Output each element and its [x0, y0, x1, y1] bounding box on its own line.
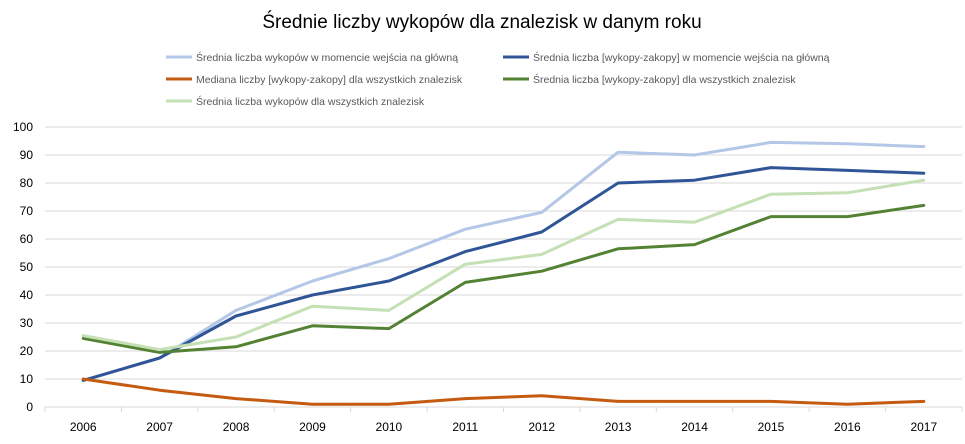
x-tick-label: 2017: [910, 420, 937, 434]
legend-item: Średnia liczba wykopów dla wszystkich zn…: [166, 95, 425, 108]
x-tick-label: 2012: [528, 420, 555, 434]
legend-label: Średnia liczba [wykopy-zakopy] dla wszys…: [533, 73, 796, 86]
legend-item: Średnia liczba wykopów w momencie wejści…: [166, 51, 458, 64]
series-line-5: [81, 178, 926, 352]
legend-label: Średnia liczba wykopów dla wszystkich zn…: [196, 95, 425, 108]
x-tick-label: 2007: [146, 420, 173, 434]
legend-item: Mediana liczby [wykopy-zakopy] dla wszys…: [166, 74, 463, 86]
y-tick-label: 100: [13, 120, 33, 134]
legend-item: Średnia liczba [wykopy-zakopy] w momenci…: [503, 51, 830, 64]
y-tick-label: 50: [20, 260, 34, 274]
y-tick-label: 40: [20, 288, 34, 302]
x-tick-label: 2014: [681, 420, 708, 434]
legend: Średnia liczba wykopów w momencie wejści…: [166, 51, 830, 108]
x-tick-label: 2009: [299, 420, 326, 434]
legend-label: Mediana liczby [wykopy-zakopy] dla wszys…: [196, 74, 463, 86]
y-tick-label: 60: [20, 232, 34, 246]
x-tick-label: 2008: [223, 420, 250, 434]
y-tick-label: 80: [20, 176, 34, 190]
y-tick-label: 20: [20, 344, 34, 358]
y-tick-label: 30: [20, 316, 34, 330]
legend-item: Średnia liczba [wykopy-zakopy] dla wszys…: [503, 73, 796, 86]
series-line-2: [81, 166, 926, 382]
series-line-3: [81, 377, 926, 406]
x-tick-label: 2015: [758, 420, 785, 434]
x-tick-label: 2010: [376, 420, 403, 434]
series-line-1: [81, 140, 926, 382]
chart-title: Średnie liczby wykopów dla znalezisk w d…: [262, 11, 701, 33]
x-tick-label: 2006: [70, 420, 97, 434]
legend-label: Średnia liczba [wykopy-zakopy] w momenci…: [533, 51, 830, 64]
legend-label: Średnia liczba wykopów w momencie wejści…: [196, 51, 458, 64]
y-tick-label: 10: [20, 372, 34, 386]
series-lines: [81, 140, 926, 406]
series-line-4: [81, 203, 926, 354]
x-axis-ticks: 2006 2007 2008 2009 2010 2011 2012 2013 2014 2015…: [44, 407, 963, 434]
x-tick-label: 2011: [452, 420, 478, 434]
x-tick-label: 2013: [605, 420, 632, 434]
y-tick-label: 0: [26, 400, 33, 414]
y-axis-ticks: 0 10 20 30 40 50 60 70 80 90 100: [13, 120, 33, 414]
y-tick-label: 70: [20, 204, 34, 218]
x-tick-label: 2016: [834, 420, 861, 434]
y-tick-label: 90: [20, 148, 34, 162]
